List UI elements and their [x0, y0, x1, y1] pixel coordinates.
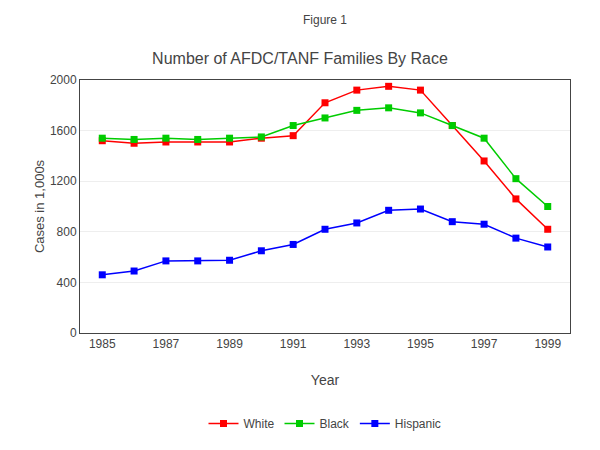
svg-text:Number of AFDC/TANF Families B: Number of AFDC/TANF Families By Race — [152, 50, 448, 67]
svg-text:1993: 1993 — [343, 337, 370, 351]
svg-text:1987: 1987 — [153, 337, 180, 351]
svg-text:1995: 1995 — [407, 337, 434, 351]
svg-text:400: 400 — [57, 276, 77, 290]
svg-text:800: 800 — [57, 225, 77, 239]
svg-text:Year: Year — [311, 372, 340, 388]
svg-text:Cases in 1,000s: Cases in 1,000s — [32, 159, 47, 253]
svg-text:1999: 1999 — [534, 337, 561, 351]
svg-text:1989: 1989 — [216, 337, 243, 351]
svg-text:Hispanic: Hispanic — [395, 417, 441, 431]
svg-text:Figure 1: Figure 1 — [303, 13, 347, 27]
svg-text:1200: 1200 — [50, 174, 77, 188]
svg-text:White: White — [244, 417, 275, 431]
svg-text:1600: 1600 — [50, 124, 77, 138]
svg-text:1991: 1991 — [280, 337, 307, 351]
svg-text:1997: 1997 — [471, 337, 498, 351]
svg-text:1985: 1985 — [89, 337, 116, 351]
svg-text:0: 0 — [70, 326, 77, 340]
svg-text:2000: 2000 — [50, 73, 77, 87]
svg-text:Black: Black — [320, 417, 350, 431]
